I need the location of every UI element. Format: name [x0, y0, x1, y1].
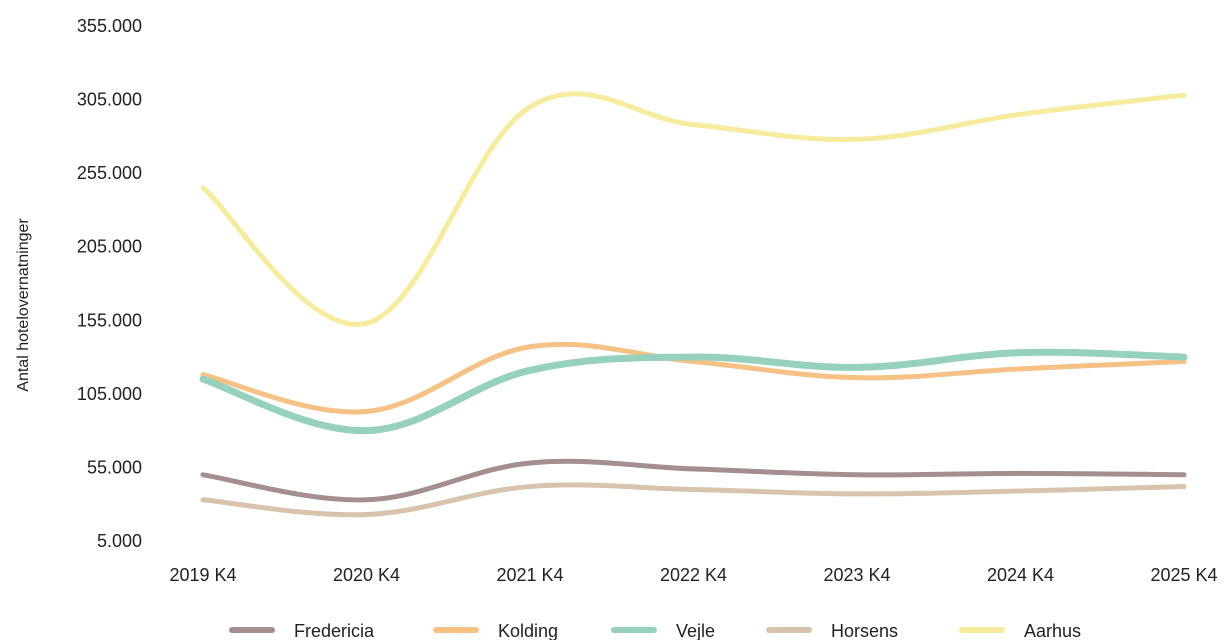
x-tick-label: 2022 K4	[660, 565, 727, 585]
y-tick-label: 255.000	[77, 163, 142, 183]
series-line-vejle	[199, 348, 1188, 435]
x-tick-label: 2024 K4	[987, 565, 1054, 585]
x-axis-ticks: 2019 K4 2020 K4 2021 K4 2022 K4 2023 K4 2024 …	[169, 565, 1217, 585]
y-tick-label: 5.000	[97, 531, 142, 551]
y-axis-ticks: 5.000 55.000 105.000 155.000 205.000 255.000 3…	[77, 16, 142, 551]
series-line-fredericia	[200, 458, 1187, 503]
legend-label: Aarhus	[1024, 621, 1081, 640]
y-tick-label: 105.000	[77, 384, 142, 404]
legend-label: Vejle	[676, 621, 715, 640]
x-tick-label: 2021 K4	[496, 565, 563, 585]
x-tick-label: 2019 K4	[169, 565, 236, 585]
legend-label: Fredericia	[294, 621, 375, 640]
y-tick-label: 305.000	[77, 90, 142, 110]
series-lines	[199, 91, 1188, 518]
y-tick-label: 55.000	[87, 457, 142, 477]
legend: Fredericia Kolding Vejle Horsens Aarhus	[229, 621, 1081, 640]
series-line-kolding	[200, 341, 1187, 415]
y-tick-label: 205.000	[77, 237, 142, 257]
series-line-horsens	[200, 482, 1187, 518]
series-line-aarhus	[200, 91, 1187, 327]
x-tick-label: 2023 K4	[823, 565, 890, 585]
legend-label: Kolding	[498, 621, 558, 640]
y-axis-label: Antal hotelovernatninger	[15, 218, 32, 392]
x-tick-label: 2020 K4	[333, 565, 400, 585]
x-tick-label: 2025 K4	[1150, 565, 1217, 585]
y-tick-label: 355.000	[77, 16, 142, 36]
legend-label: Horsens	[831, 621, 898, 640]
y-tick-label: 155.000	[77, 310, 142, 330]
